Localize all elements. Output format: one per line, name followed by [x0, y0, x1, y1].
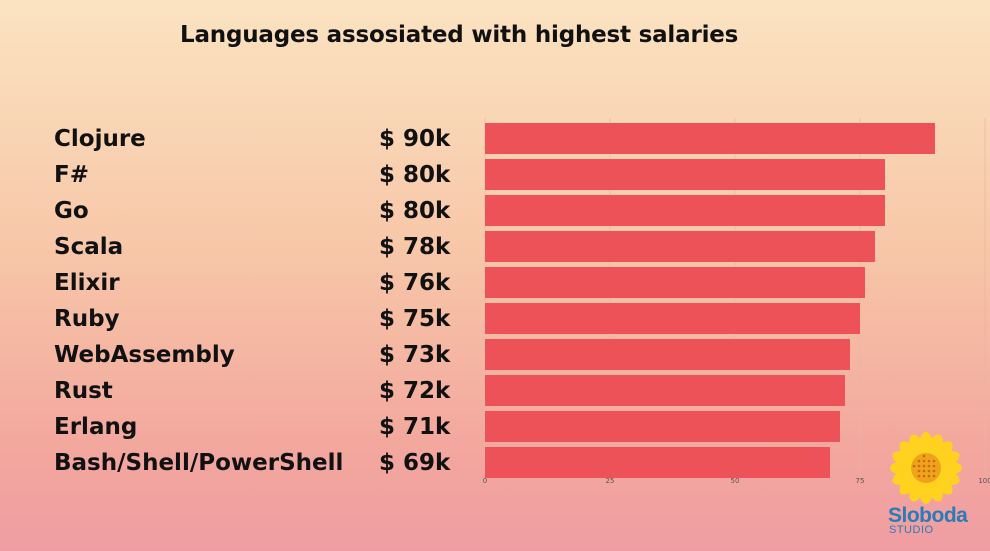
bar [485, 159, 885, 190]
value-label: $ 80k [379, 198, 451, 224]
category-label: F# [54, 162, 89, 188]
category-label: Bash/Shell/PowerShell [54, 450, 343, 476]
x-tick-label: 0 [483, 477, 487, 485]
value-label: $ 69k [379, 450, 451, 476]
logo-text: Sloboda [888, 504, 968, 527]
bar [485, 267, 865, 298]
bar [485, 303, 860, 334]
bar [485, 375, 845, 406]
value-label: $ 80k [379, 162, 451, 188]
logo-subtext: STUDIO [889, 524, 934, 536]
bar [485, 339, 850, 370]
value-label: $ 72k [379, 378, 451, 404]
value-label: $ 78k [379, 234, 451, 260]
category-label: Clojure [54, 126, 146, 152]
category-label: WebAssembly [54, 342, 235, 368]
bar [485, 123, 935, 154]
value-label: $ 76k [379, 270, 451, 296]
category-label: Rust [54, 378, 113, 404]
x-tick-label: 100 [978, 477, 990, 485]
x-tick-label: 50 [731, 477, 740, 485]
bar [485, 195, 885, 226]
category-label: Erlang [54, 414, 137, 440]
value-label: $ 90k [379, 126, 451, 152]
value-label: $ 71k [379, 414, 451, 440]
category-label: Scala [54, 234, 123, 260]
sunflower-icon [890, 432, 962, 504]
category-label: Go [54, 198, 89, 224]
bar [485, 411, 840, 442]
bar [485, 231, 875, 262]
value-label: $ 75k [379, 306, 451, 332]
chart-title: Languages assosiated with highest salari… [180, 22, 739, 48]
bar [485, 447, 830, 478]
category-label: Elixir [54, 270, 120, 296]
x-tick-label: 25 [606, 477, 615, 485]
category-label: Ruby [54, 306, 120, 332]
value-label: $ 73k [379, 342, 451, 368]
x-tick-label: 75 [856, 477, 865, 485]
